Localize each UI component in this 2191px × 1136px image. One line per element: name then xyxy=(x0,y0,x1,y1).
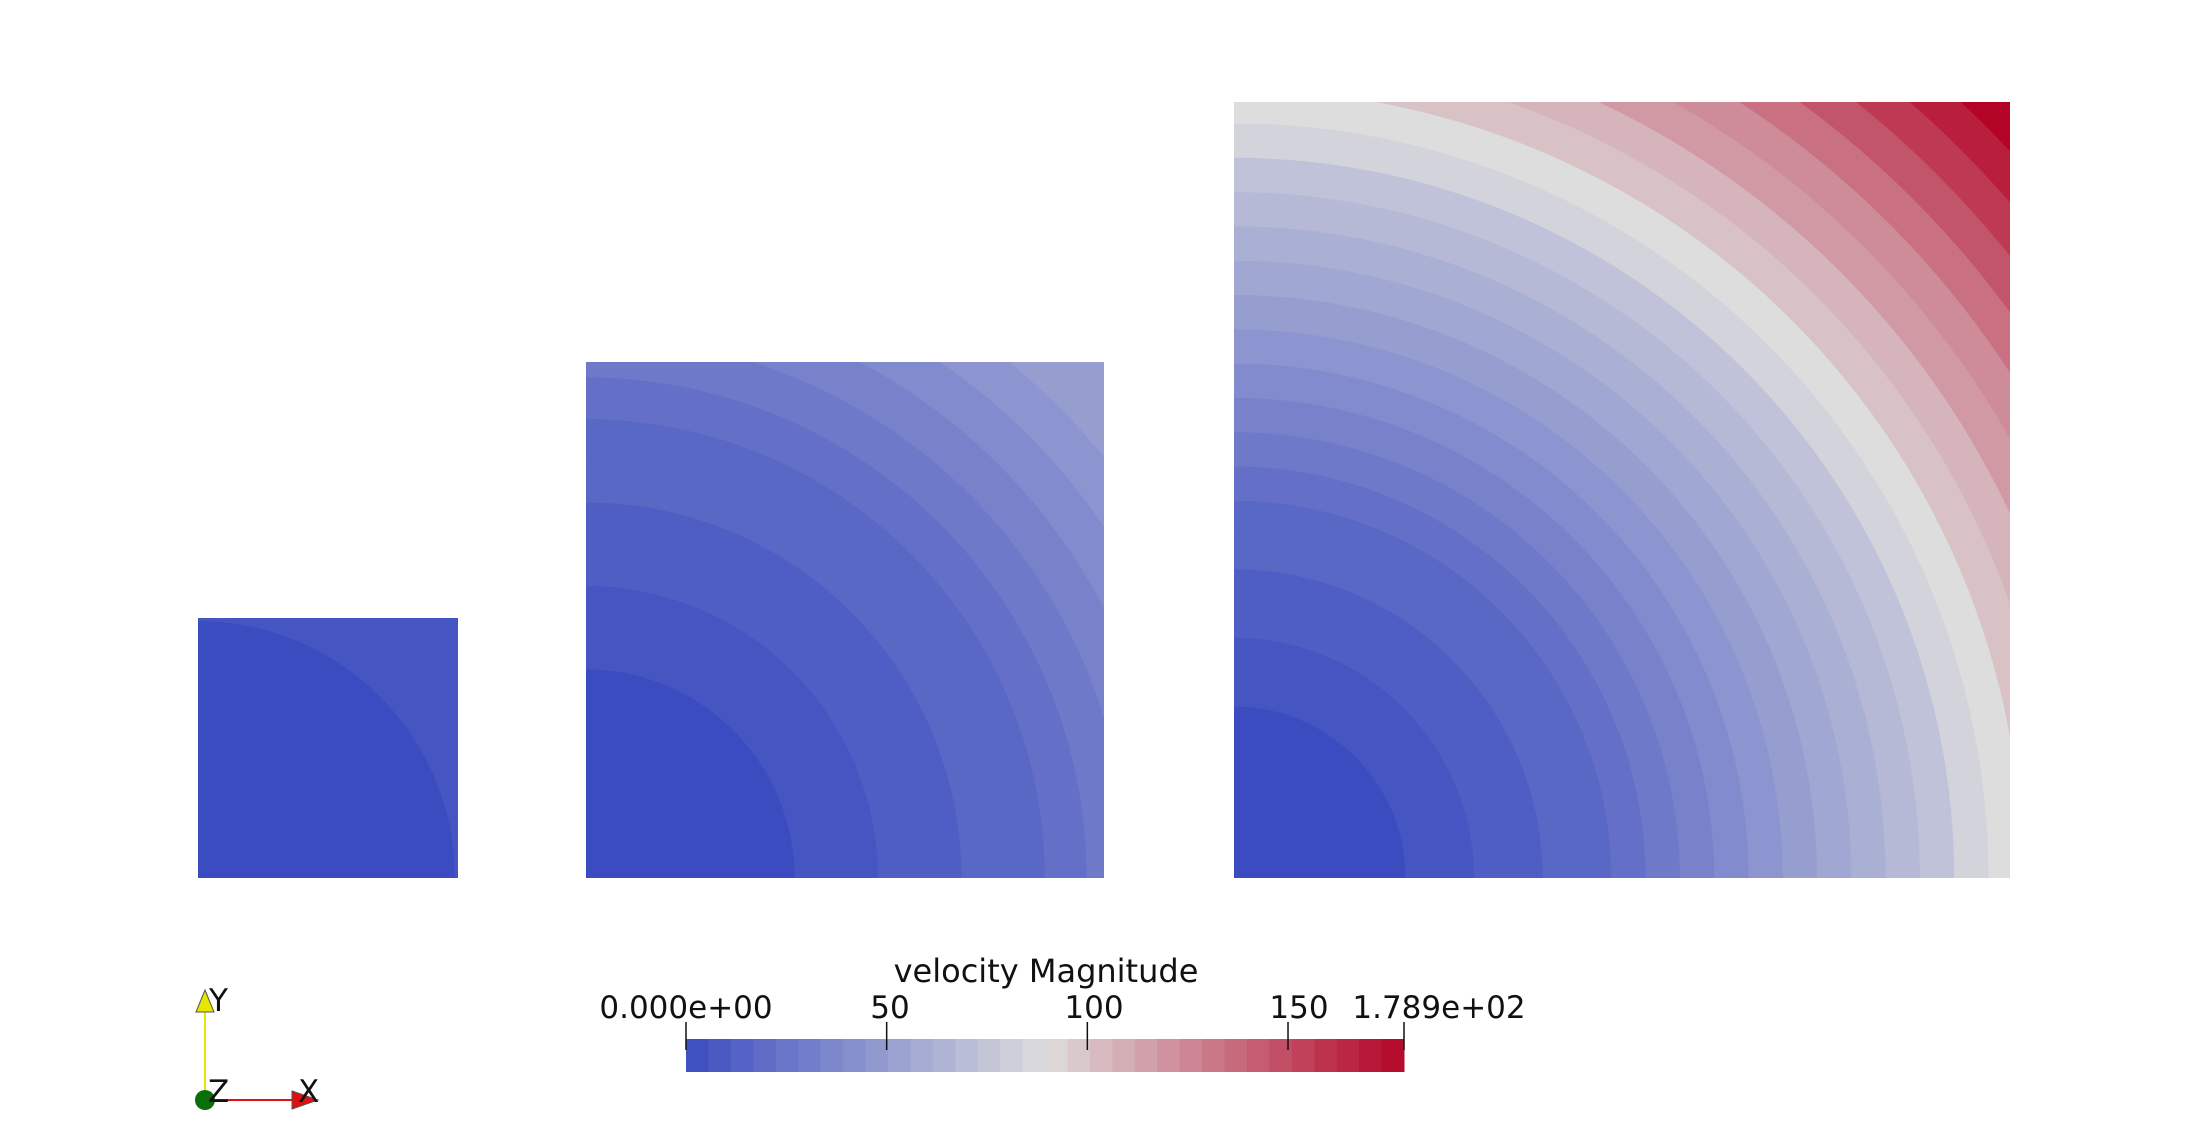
colorbar-band xyxy=(932,1039,956,1072)
colorbar-band xyxy=(910,1039,934,1072)
colorbar-band xyxy=(977,1039,1001,1072)
colorbar-band xyxy=(955,1039,979,1072)
z-axis-dot-icon xyxy=(195,1090,215,1110)
colorbar-band xyxy=(1134,1039,1158,1072)
colorbar-band xyxy=(1179,1039,1203,1072)
x-axis-arrow-icon xyxy=(291,1090,320,1110)
colorbar-tick-label: 1.789e+02 xyxy=(1352,990,1526,1026)
z-axis-label: Z xyxy=(208,1074,230,1110)
colorbar-band xyxy=(1314,1039,1338,1072)
colorbar-ticks xyxy=(685,1022,1405,1050)
colorbar-band xyxy=(1336,1039,1360,1072)
colorbar-band xyxy=(843,1039,866,1072)
colorbar-band xyxy=(887,1039,911,1072)
colorbar-tick-label: 50 xyxy=(870,990,910,1026)
x-axis-label: X xyxy=(298,1074,320,1110)
contour-band xyxy=(1234,843,1269,878)
colorbar-band xyxy=(775,1039,799,1072)
colorbar-band xyxy=(1224,1039,1248,1072)
colorbar-band xyxy=(1000,1039,1024,1072)
colorbar-band xyxy=(1269,1039,1293,1072)
contour-band xyxy=(198,723,353,878)
colorbar-band xyxy=(686,1039,709,1072)
colorbar-band xyxy=(1067,1039,1091,1072)
y-axis-arrow-icon xyxy=(195,988,215,1013)
domain-medium xyxy=(586,362,1104,878)
domain-large xyxy=(1234,102,2010,878)
colorbar-band xyxy=(1202,1039,1225,1072)
colorbar-tick-label: 150 xyxy=(1269,990,1329,1026)
y-axis-label: Y xyxy=(209,983,228,1019)
colorbar-band xyxy=(1112,1039,1136,1072)
colorbar-band xyxy=(820,1039,844,1072)
colorbar-band xyxy=(1045,1039,1068,1072)
colorbar-band xyxy=(1291,1039,1315,1072)
colorbar-band xyxy=(1246,1039,1270,1072)
colorbar-band xyxy=(753,1039,777,1072)
colorbar-band xyxy=(1157,1039,1181,1072)
colorbar-tick-label: 100 xyxy=(1064,990,1124,1026)
orientation-axes xyxy=(195,988,320,1110)
colorbar-tick-label: 0.000e+00 xyxy=(599,990,773,1026)
domain-small xyxy=(198,618,458,878)
colorbar-band xyxy=(1089,1039,1113,1072)
colorbar-band xyxy=(1381,1039,1405,1072)
colorbar-band xyxy=(1022,1039,1046,1072)
colorbar-title: velocity Magnitude xyxy=(893,952,1199,990)
colorbar-band xyxy=(798,1039,822,1072)
colorbar xyxy=(686,1039,1405,1072)
colorbar-band xyxy=(708,1039,732,1072)
colorbar-band xyxy=(730,1039,754,1072)
contour-band xyxy=(586,836,628,878)
colorbar-band xyxy=(865,1039,889,1072)
contour-band xyxy=(198,826,250,878)
colorbar-band xyxy=(1359,1039,1383,1072)
